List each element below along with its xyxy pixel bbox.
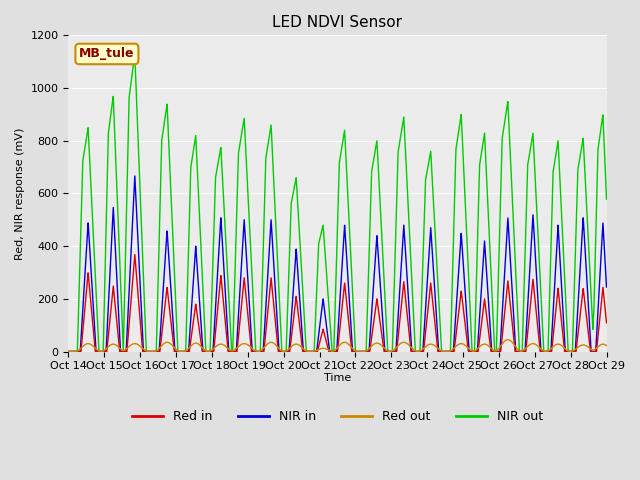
Title: LED NDVI Sensor: LED NDVI Sensor [273,15,403,30]
X-axis label: Time: Time [324,372,351,383]
Text: MB_tule: MB_tule [79,48,134,60]
Legend: Red in, NIR in, Red out, NIR out: Red in, NIR in, Red out, NIR out [127,405,548,428]
Y-axis label: Red, NIR response (mV): Red, NIR response (mV) [15,127,25,260]
